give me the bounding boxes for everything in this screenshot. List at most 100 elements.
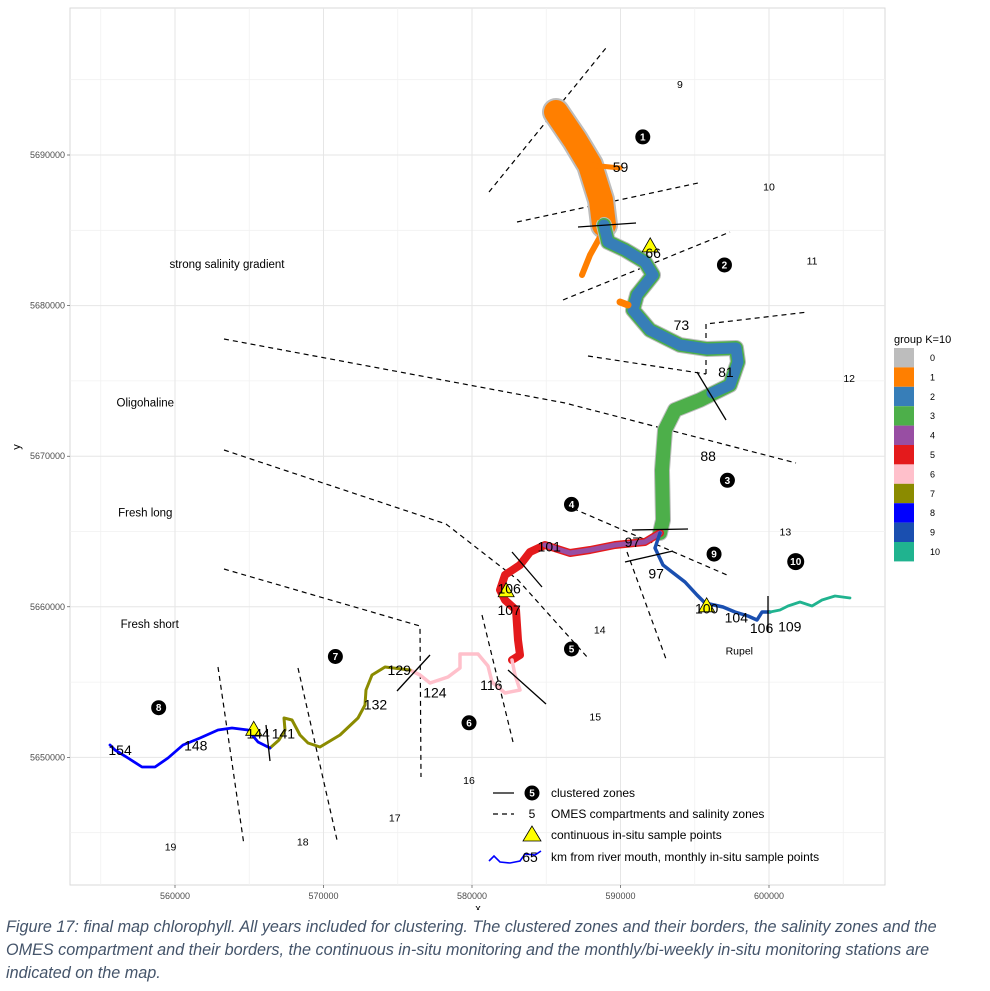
- cluster-zone-number: 7: [333, 652, 339, 663]
- cluster-zone-number: 4: [569, 500, 575, 511]
- river-segment: [598, 219, 744, 399]
- salinity-zone-label: strong salinity gradient: [169, 259, 285, 271]
- km-marker: 97: [625, 534, 641, 550]
- legend-label: 4: [930, 431, 935, 441]
- legend-title: group K=10: [894, 334, 951, 346]
- cluster-zone-number: 8: [156, 703, 162, 714]
- cluster-border-solid: [696, 371, 727, 421]
- omes-compartment-number: 19: [165, 841, 177, 853]
- km-marker: 107: [497, 602, 521, 618]
- river-segment: [408, 652, 522, 695]
- river-segment: [768, 594, 852, 614]
- omes-border-dashed: [223, 449, 589, 659]
- omes-compartment-number: 14: [594, 624, 606, 636]
- legend-swatch: [894, 348, 914, 368]
- salinity-zone-label: Oligohaline: [117, 398, 175, 410]
- omes-compartment-number: 10: [763, 182, 775, 194]
- river-segment: [268, 665, 412, 750]
- cluster-zone-marker: [327, 648, 343, 664]
- cluster-zone-marker: [563, 496, 579, 512]
- legend-swatch: [894, 503, 914, 523]
- continuous-sample-points: [245, 237, 716, 736]
- km-marker: 104: [725, 609, 749, 625]
- x-tick-label: 600000: [754, 891, 784, 901]
- y-tick-label: 5660000: [30, 602, 65, 612]
- km-marker: 154: [108, 742, 132, 758]
- omes-compartment-number: 13: [779, 527, 791, 539]
- cluster-zone-number: 10: [790, 557, 802, 568]
- omes-compartment-number: 18: [297, 837, 309, 849]
- symbol-key: 5 clustered zones 5 OMES compartments and s…: [488, 785, 819, 865]
- plot-panel: [69, 7, 886, 886]
- legend-swatch: [894, 386, 914, 407]
- km-marker: 59: [613, 159, 629, 175]
- group-legend: group K=10 0 1 2 3 4 5 6 7 8 9 10: [894, 334, 951, 562]
- omes-compartment-number: 11: [807, 255, 818, 267]
- legend-label: 3: [930, 411, 935, 421]
- cluster-zone-marker: [151, 700, 167, 716]
- salinity-zone-label: Fresh short: [121, 619, 180, 631]
- cluster-border-solid: [511, 551, 543, 588]
- cluster-zone-marker: [706, 546, 722, 562]
- key-cluster-number: 5: [529, 789, 535, 800]
- cluster-border-solid: [577, 222, 637, 228]
- km-marker: 132: [364, 697, 388, 713]
- key-label-km: km from river mouth, monthly in-situ sam…: [551, 850, 819, 864]
- salinity-zone-label: Fresh long: [118, 507, 172, 519]
- cluster-border-solid: [396, 654, 431, 692]
- key-triangle-icon: [522, 825, 542, 842]
- river-segment: [616, 298, 632, 309]
- km-marker: 66: [645, 245, 661, 261]
- cluster-zone-marker: [719, 472, 735, 488]
- map-labels: strong salinity gradient Oligohaline Fresh…: [108, 79, 855, 853]
- km-marker: 109: [778, 618, 802, 634]
- key-km-number: 65: [522, 849, 538, 865]
- legend-label: 2: [930, 392, 935, 402]
- river-channel: [108, 98, 852, 769]
- cluster-border-solid: [624, 550, 674, 563]
- river-segment: [108, 726, 272, 769]
- km-marker: 144: [246, 725, 270, 741]
- km-marker: 88: [700, 448, 716, 464]
- y-tick-label: 5680000: [30, 301, 65, 311]
- y-tick-label: 5670000: [30, 451, 65, 461]
- cluster-borders: [265, 222, 769, 762]
- y-tick-label: 5690000: [30, 150, 65, 160]
- km-marker: 97: [648, 566, 664, 582]
- y-tick-label: 5650000: [30, 752, 65, 762]
- legend-swatch: [894, 483, 914, 504]
- km-marker: 73: [674, 317, 690, 333]
- continuous-sample-triangle: [641, 237, 659, 253]
- axes: x y 560000 570000 580000 590000 600000 565000…: [11, 150, 784, 910]
- key-omes-number: 5: [529, 807, 536, 821]
- omes-border-dashed: [587, 355, 707, 375]
- km-marker: 116: [480, 677, 503, 693]
- omes-border-dashed: [297, 667, 338, 841]
- x-axis-title: x: [475, 903, 481, 910]
- legend-swatch: [894, 445, 914, 465]
- km-marker: 124: [423, 685, 447, 701]
- omes-compartment-number: 9: [677, 79, 683, 91]
- cluster-zone-number: 1: [640, 132, 646, 143]
- cluster-zone-marker: [635, 129, 651, 145]
- cluster-zone-marker: [787, 553, 805, 571]
- legend-swatch: [894, 406, 914, 426]
- km-marker: 106: [497, 581, 521, 597]
- cluster-border-solid: [265, 724, 271, 762]
- key-label-omes: OMES compartments and salinity zones: [551, 807, 764, 821]
- x-tick-label: 570000: [308, 891, 338, 901]
- omes-border-dashed: [217, 666, 245, 846]
- key-label-continuous: continuous in-situ sample points: [551, 828, 722, 842]
- legend-label: 8: [930, 508, 935, 518]
- km-marker: 148: [184, 737, 208, 753]
- omes-border-dashed: [626, 551, 667, 660]
- omes-border-dashed: [481, 614, 514, 743]
- continuous-sample-triangle: [497, 581, 515, 598]
- figure-caption: Figure 17: final map chlorophyll. All ye…: [6, 918, 937, 982]
- cluster-border-solid: [507, 669, 547, 705]
- legend-label: 5: [930, 450, 935, 460]
- river-segment: [542, 530, 663, 556]
- x-tick-label: 580000: [457, 891, 487, 901]
- km-marker: 81: [718, 364, 734, 380]
- continuous-sample-triangle: [697, 596, 716, 613]
